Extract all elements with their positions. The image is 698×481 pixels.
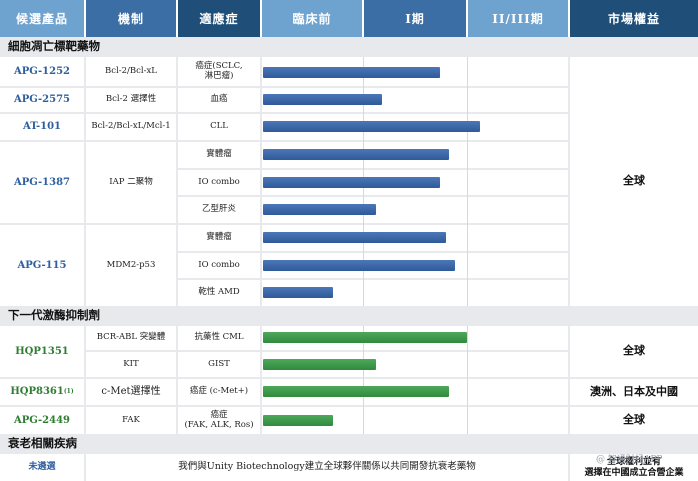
candidate-hqp8361-label: HQP8361	[10, 386, 64, 398]
market-senescence-line2: 選擇在中國成立合營企業	[584, 467, 684, 478]
mechanism-apg-115: MDM2-p53	[86, 225, 176, 306]
phase-divider-4	[467, 326, 468, 434]
market-senescence: 全球權利並有 選擇在中國成立合營企業	[570, 454, 698, 481]
progress-bar-apg-1387-3	[263, 204, 376, 215]
candidate-apg-1252: APG-1252	[0, 57, 84, 86]
candidate-hqp8361: HQP8361 (1)	[0, 379, 84, 405]
indication-apg-2575: 血癌	[178, 88, 260, 112]
mechanism-at-101: Bcl-2/Bcl-xL/Mcl-1	[86, 114, 176, 140]
indication-hqp1351-2: GIST	[178, 352, 260, 377]
candidate-hqp1351: HQP1351	[0, 326, 84, 377]
progress-bar-apg-115-3	[263, 287, 333, 298]
header-mechanism: 機制	[86, 0, 176, 37]
market-hqp1351: 全球	[570, 326, 698, 377]
indication-apg-115-3: 乾性 AMD	[178, 280, 260, 306]
progress-bar-apg-1387-1	[263, 149, 449, 160]
market-apg-2449: 全球	[570, 407, 698, 434]
mechanism-apg-1387: IAP 二聚物	[86, 142, 176, 223]
market-senescence-line1: 全球權利並有	[606, 456, 661, 467]
section-kinase: 下一代激酶抑制劑	[0, 306, 698, 324]
candidate-apg-2575: APG-2575	[0, 88, 84, 112]
header-indication: 適應症	[178, 0, 260, 37]
mechanism-apg-1252: Bcl-2/Bcl-xL	[86, 57, 176, 86]
footnote-marker: (1)	[63, 387, 74, 395]
progress-bar-hqp1351-1	[263, 332, 467, 343]
candidate-senescence: 未遴選	[0, 454, 84, 481]
progress-bar-at-101	[263, 121, 480, 132]
candidate-apg-2449: APG-2449	[0, 407, 84, 434]
market-apoptosis: 全球	[570, 57, 698, 306]
indication-apg-1387-1: 實體瘤	[178, 142, 260, 168]
indication-apg-2449: 癌症 (FAK, ALK, Ros)	[178, 407, 260, 434]
progress-bar-apg-1252	[263, 67, 440, 78]
header-phase23: II/III期	[468, 0, 568, 37]
progress-bar-apg-2449	[263, 415, 333, 426]
candidate-at-101: AT-101	[0, 114, 84, 140]
indication-apg-1387-3: 乙型肝炎	[178, 197, 260, 223]
mechanism-hqp8361: c-Met選擇性	[86, 379, 176, 405]
header-market: 市場權益	[570, 0, 698, 37]
mechanism-hqp1351-1: BCR-ABL 突變體	[86, 326, 176, 350]
senescence-description: 我們與Unity Biotechnology建立全球夥伴關係以共同開發抗衰老藥物	[86, 454, 568, 481]
phase-divider-2	[467, 57, 468, 306]
mechanism-apg-2575: Bcl-2 選擇性	[86, 88, 176, 112]
progress-bar-apg-2575	[263, 94, 382, 105]
market-hqp8361: 澳洲、日本及中國	[570, 379, 698, 405]
section-apoptosis: 細胞凋亡標靶藥物	[0, 37, 698, 55]
indication-hqp1351-1: 抗藥性 CML	[178, 326, 260, 350]
progress-bar-hqp1351-2	[263, 359, 376, 370]
mechanism-hqp1351-2: KIT	[86, 352, 176, 377]
indication-apg-1387-2: IO combo	[178, 170, 260, 195]
header-phase1: I期	[364, 0, 466, 37]
section-senescence: 衰老相關疾病	[0, 434, 698, 452]
indication-at-101: CLL	[178, 114, 260, 140]
indication-hqp8361: 癌症 (c-Met+)	[178, 379, 260, 405]
progress-bar-apg-115-1	[263, 232, 446, 243]
header-preclinical: 臨床前	[262, 0, 362, 37]
candidate-apg-115: APG-115	[0, 225, 84, 306]
indication-apg-115-2: IO combo	[178, 253, 260, 278]
progress-bar-apg-1387-2	[263, 177, 440, 188]
phase-divider-3	[363, 326, 364, 434]
indication-apg-1252: 癌症(SCLC, 淋巴瘤)	[178, 57, 260, 86]
header-candidate: 候選產品	[0, 0, 84, 37]
indication-apg-115-1: 實體瘤	[178, 225, 260, 251]
candidate-apg-1387: APG-1387	[0, 142, 84, 223]
progress-bar-hqp8361	[263, 386, 449, 397]
mechanism-apg-2449: FAK	[86, 407, 176, 434]
progress-bar-apg-115-2	[263, 260, 455, 271]
watermark: @ 智通财经APP	[596, 455, 663, 465]
